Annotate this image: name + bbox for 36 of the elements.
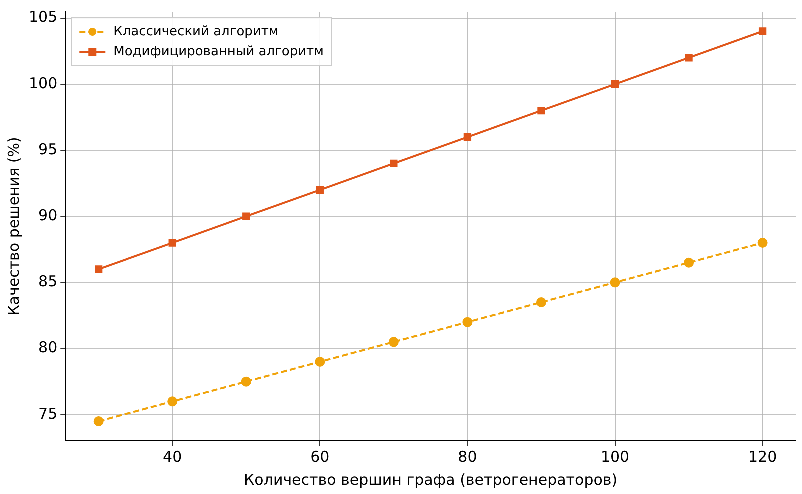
point xyxy=(685,54,693,62)
y-tick-label: 105 xyxy=(28,8,58,26)
point xyxy=(758,28,767,36)
point xyxy=(315,357,326,368)
point xyxy=(538,106,546,115)
x-tick-label: 60 xyxy=(310,448,330,466)
point xyxy=(684,258,694,268)
x-tick-label: 120 xyxy=(748,448,778,466)
y-tick-label: 90 xyxy=(38,206,58,224)
y-axis-title: Качество решения (%) xyxy=(4,137,23,316)
point xyxy=(316,186,324,194)
legend-label: Модифицированный алгоритм xyxy=(114,44,324,60)
point xyxy=(241,376,252,387)
point xyxy=(390,160,398,168)
y-tick-label: 95 xyxy=(38,140,58,158)
point xyxy=(610,278,620,288)
point xyxy=(758,238,768,248)
point xyxy=(242,212,250,220)
y-tick-label: 85 xyxy=(38,272,58,291)
point xyxy=(388,337,399,348)
x-tick-label: 40 xyxy=(163,448,182,466)
x-axis-title: Количество вершин графа (ветрогенераторов) xyxy=(244,470,618,489)
y-tick-label: 100 xyxy=(28,74,58,92)
y-tick-label: 80 xyxy=(38,338,58,357)
point xyxy=(611,80,620,88)
point xyxy=(168,396,178,407)
x-tick-label: 80 xyxy=(458,448,478,466)
point xyxy=(94,416,104,426)
x-tick-label: 100 xyxy=(600,448,630,466)
point xyxy=(168,239,176,247)
point xyxy=(536,298,546,308)
legend-label: Классический алгоритм xyxy=(114,24,279,40)
point xyxy=(464,133,472,142)
point xyxy=(462,317,473,328)
y-tick-label: 75 xyxy=(38,404,58,423)
point xyxy=(95,266,103,274)
